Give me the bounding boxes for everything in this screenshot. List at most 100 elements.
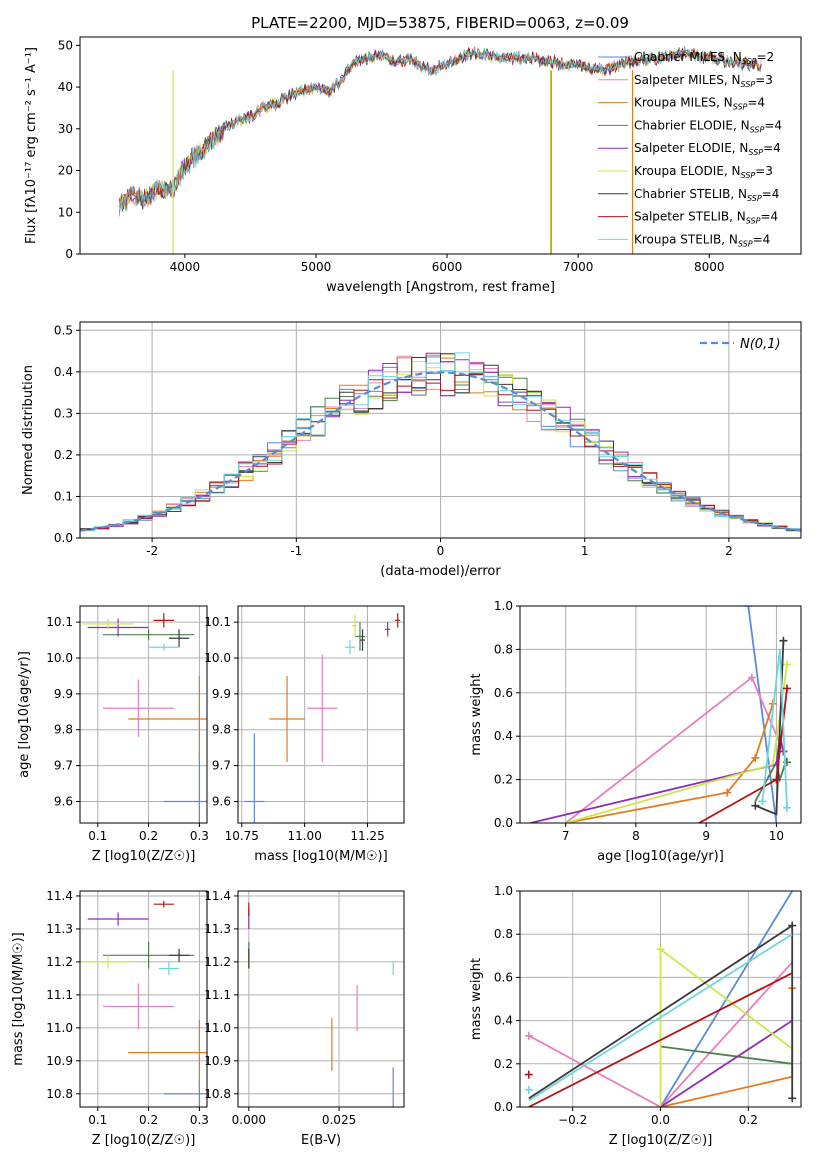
age_vs_mass-panel: 10.75 11.00 11.25 9.6 9.7 9.8 9.9 10.0 10.1 mass … bbox=[204, 605, 405, 864]
spectrum-xtick-label: 8000 bbox=[694, 260, 725, 274]
residuals-ytick-label: 0.0 bbox=[54, 531, 73, 545]
age_vs_z-point-kroupa_miles bbox=[128, 675, 207, 763]
weight_vs_age-xtick-label: 8 bbox=[632, 829, 640, 843]
mass_vs_z-ytick-label: 11.2 bbox=[46, 955, 73, 969]
age_vs_z-xtick-label: 0.3 bbox=[190, 829, 209, 843]
age_vs_mass-point-chabrier_miles bbox=[244, 733, 265, 823]
age_vs_mass-point-chabrier_stelib bbox=[359, 629, 366, 651]
mass_vs_ebv-ytick-label: 11.0 bbox=[204, 1021, 231, 1035]
age_vs_z-point-chabrier_stelib bbox=[168, 629, 190, 648]
spectrum-xtick-label: 7000 bbox=[563, 260, 594, 274]
age_vs_z-ytick-label: 9.8 bbox=[54, 723, 73, 737]
age_vs_mass-point-kroupa_stelib bbox=[344, 640, 355, 655]
legend-label-chabrier_elodie: Chabrier ELODIE, NSSP=4 bbox=[634, 118, 782, 134]
age_vs_mass-xtick-label: 11.25 bbox=[350, 829, 384, 843]
weight_vs_age-frame bbox=[519, 605, 802, 824]
weight_vs_age-ytick-label: 0.6 bbox=[494, 686, 513, 700]
weight_vs_age-ytick-label: 0.2 bbox=[494, 773, 513, 787]
age_vs_mass-xtick-label: 10.75 bbox=[225, 829, 259, 843]
mass_vs_z-ylabel: mass [log10(M/M☉)] bbox=[11, 932, 26, 1065]
weight_vs_age-content bbox=[530, 606, 791, 823]
mass_vs_ebv-ytick-label: 11.2 bbox=[204, 955, 231, 969]
legend-label-kroupa_elodie: Kroupa ELODIE, NSSP=3 bbox=[634, 164, 773, 180]
age_vs_z-ytick-label: 9.6 bbox=[54, 794, 73, 808]
weight_vs_z-panel: −0.2 0.0 0.2 0.0 0.2 0.4 0.6 0.8 1.0 Z [log10(Z/Z… bbox=[469, 884, 802, 1148]
mass_vs_z-content bbox=[82, 900, 207, 1107]
age_vs_z-ytick-label: 10.1 bbox=[46, 615, 73, 629]
age_vs_mass-xtick-label: 11.00 bbox=[287, 829, 321, 843]
weight_vs_z-marker-chabrier_stelib bbox=[788, 1094, 797, 1103]
residuals-ylabel: Normed distribution bbox=[21, 365, 36, 495]
mass_vs_z-ytick-label: 11.4 bbox=[46, 889, 73, 903]
mass_vs_ebv-panel: 0.000 0.025 10.8 10.9 11.0 11.1 11.2 11.3 11.4 E(… bbox=[204, 889, 405, 1148]
weight_vs_age-marker-chabrier_stelib bbox=[779, 636, 788, 645]
mass_vs_z-ytick-label: 10.9 bbox=[46, 1054, 73, 1068]
weight_vs_z-line-kroupa_elodie bbox=[659, 947, 793, 1107]
age_vs_mass-point-kroupa_miles bbox=[269, 675, 305, 763]
weight_vs_age-line-chabrier_miles bbox=[747, 606, 778, 823]
mass_vs_z-ytick-label: 11.1 bbox=[46, 988, 73, 1002]
weight_vs_age-marker-salpeter_miles bbox=[747, 673, 756, 682]
age_vs_z-panel: 0.1 0.2 0.3 9.6 9.7 9.8 9.9 10.0 10.1 Z [log10(Z/… bbox=[17, 605, 209, 864]
weight_vs_age-marker-kroupa_stelib bbox=[758, 797, 767, 806]
weight_vs_age-panel: 7 8 9 10 0.0 0.2 0.4 0.6 0.8 1.0 age [log10(age/yr… bbox=[469, 599, 802, 864]
legend-label-salpeter_miles: Salpeter MILES, NSSP=3 bbox=[634, 73, 773, 89]
age_vs_mass-xlabel: mass [log10(M/M☉)] bbox=[254, 849, 387, 864]
weight_vs_z-marker-chabrier_stelib bbox=[788, 921, 797, 930]
age_vs_z-point-salpeter_miles bbox=[102, 679, 174, 737]
weight_vs_z-ylabel: mass weight bbox=[469, 958, 484, 1040]
age_vs_z-xtick-label: 0.2 bbox=[139, 829, 158, 843]
spectrum-content bbox=[118, 45, 762, 254]
weight_vs_age-xtick-label: 7 bbox=[562, 829, 570, 843]
weight_vs_z-line-chabrier_elodie bbox=[660, 1045, 793, 1065]
spectrum-xtick-label: 6000 bbox=[432, 260, 463, 274]
weight_vs_z-xtick-label: 0.0 bbox=[651, 1113, 670, 1127]
age_vs_mass-point-chabrier_elodie bbox=[354, 622, 366, 651]
weight_vs_age-line-kroupa_elodie bbox=[565, 664, 788, 823]
mass_vs_ebv-xtick-label: 0.000 bbox=[232, 1113, 266, 1127]
spectrum-xlabel: wavelength [Angstrom, rest frame] bbox=[326, 280, 555, 295]
age_vs_z-point-salpeter_stelib bbox=[153, 613, 174, 628]
mass_vs_ebv-ytick-label: 11.3 bbox=[204, 922, 231, 936]
mass_vs_z-point-salpeter_elodie bbox=[87, 912, 149, 926]
mass_vs_ebv-frame bbox=[237, 890, 405, 1108]
mass_vs_ebv-xtick-label: 0.025 bbox=[322, 1113, 356, 1127]
weight_vs_z-line-salpeter_miles bbox=[528, 961, 793, 1107]
residuals-ytick-label: 0.2 bbox=[54, 448, 73, 462]
mass_vs_z-panel: 0.1 0.2 0.3 10.8 10.9 11.0 11.1 11.2 11.3 11.4 Z [… bbox=[11, 889, 209, 1148]
weight_vs_age-xtick-label: 10 bbox=[769, 829, 784, 843]
weight_vs_age-xlabel: age [log10(age/yr)] bbox=[597, 849, 724, 864]
residuals-xtick-label: 2 bbox=[725, 544, 733, 558]
mass_vs_z-point-salpeter_stelib bbox=[153, 900, 174, 908]
mass_vs_ebv-xlabel: E(B-V) bbox=[301, 1133, 341, 1148]
spectrum-panel: 4000 5000 6000 7000 8000 0 10 20 30 40 50 wavelengt… bbox=[24, 36, 802, 295]
age_vs_z-point-salpeter_elodie bbox=[87, 618, 149, 637]
residuals-legend: N(0,1) bbox=[700, 337, 781, 352]
weight_vs_age-marker-salpeter_stelib bbox=[782, 684, 791, 693]
weight_vs_z-ytick-label: 0.6 bbox=[494, 970, 513, 984]
weight_vs_age-marker-kroupa_miles bbox=[751, 753, 760, 762]
age_vs_z-point-kroupa_stelib bbox=[148, 643, 180, 651]
age_vs_z-point-chabrier_miles bbox=[163, 754, 207, 823]
weight_vs_z-ytick-label: 0.4 bbox=[494, 1014, 513, 1028]
mass_vs_ebv-ytick-label: 11.1 bbox=[204, 988, 231, 1002]
mass_vs_ebv-content bbox=[248, 902, 394, 1107]
residuals-ytick-label: 0.3 bbox=[54, 406, 73, 420]
weight_vs_z-ytick-label: 0.0 bbox=[494, 1100, 513, 1114]
mass_vs_z-point-chabrier_stelib bbox=[168, 948, 190, 962]
weight_vs_age-line-kroupa_stelib bbox=[761, 649, 788, 808]
mass_vs_z-xtick-label: 0.2 bbox=[139, 1113, 158, 1127]
age_vs_mass-ytick-label: 9.6 bbox=[212, 794, 231, 808]
age_vs_mass-ytick-label: 10.1 bbox=[204, 615, 231, 629]
spectrum-xtick-label: 4000 bbox=[170, 260, 201, 274]
legend-label-normal: N(0,1) bbox=[740, 337, 781, 352]
mass_vs_z-point-kroupa_miles bbox=[128, 1019, 207, 1086]
weight_vs_z-line-kroupa_stelib bbox=[528, 933, 793, 1102]
age_vs_z-ylabel: age [log10(age/yr)] bbox=[17, 651, 32, 778]
weight_vs_z-marker-kroupa_stelib bbox=[524, 1085, 533, 1094]
weight_vs_z-ytick-label: 0.2 bbox=[494, 1057, 513, 1071]
mass_vs_z-xlabel: Z [log10(Z/Z☉)] bbox=[92, 1133, 196, 1148]
normal-curve bbox=[80, 371, 801, 532]
weight_vs_z-marker-salpeter_stelib bbox=[524, 1070, 533, 1079]
